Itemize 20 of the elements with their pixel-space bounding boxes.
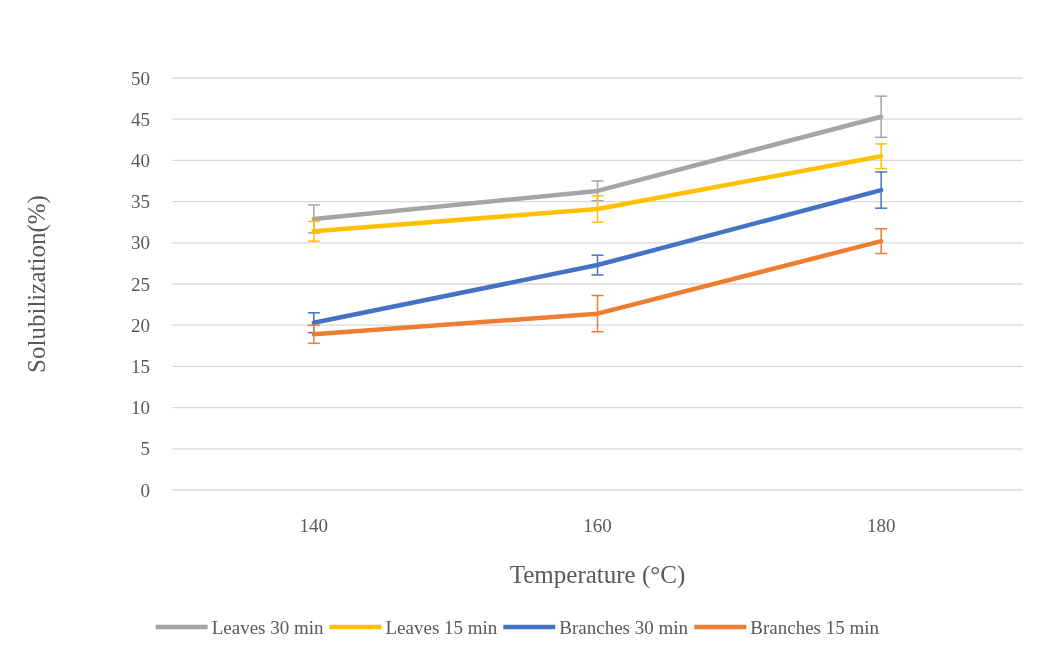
y-tick-label: 20 <box>131 314 150 336</box>
legend-label: Branches 15 min <box>750 616 880 638</box>
y-tick-label: 40 <box>131 150 150 172</box>
legend-label: Leaves 30 min <box>211 616 325 638</box>
y-tick-label: 25 <box>131 273 150 295</box>
y-axis-title: Solubilization(%) <box>23 195 51 373</box>
y-tick-label: 45 <box>131 108 150 130</box>
y-tick-label: 15 <box>131 356 150 378</box>
y-tick-label: 5 <box>140 438 150 460</box>
x-tick-label: 140 <box>299 515 329 536</box>
y-tick-label: 35 <box>131 191 150 213</box>
legend-label: Branches 30 min <box>559 616 689 638</box>
y-tick-label: 30 <box>131 232 150 254</box>
y-tick-label: 10 <box>131 397 150 419</box>
y-tick-label: 50 <box>131 67 150 89</box>
x-tick-label: 160 <box>583 515 612 536</box>
legend-label: Leaves 15 min <box>385 616 498 638</box>
y-tick-label: 0 <box>140 479 150 501</box>
x-axis-title: Temperature (°C) <box>509 561 686 589</box>
x-tick-label: 180 <box>866 515 896 536</box>
